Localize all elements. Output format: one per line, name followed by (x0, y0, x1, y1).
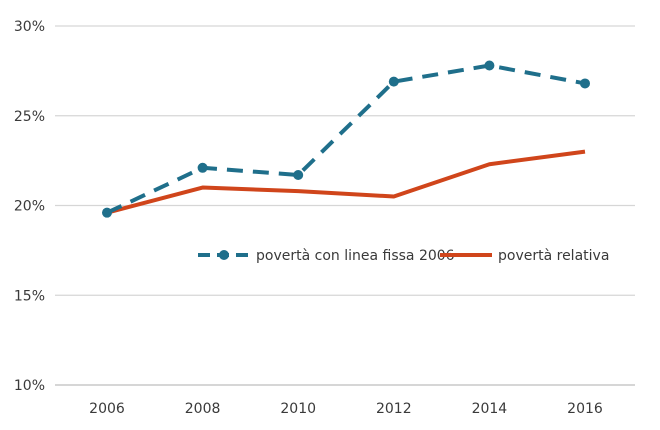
data-point (102, 207, 112, 218)
data-point (484, 60, 495, 71)
x-tick-label: 2014 (472, 401, 508, 417)
series-line-relative (106, 149, 586, 215)
y-tick-label: 25% (14, 109, 45, 125)
x-tick-label: 2010 (280, 401, 316, 417)
legend-label: povertà relativa (498, 248, 609, 264)
grid (55, 25, 635, 386)
series-group (102, 60, 590, 218)
series-line-fixed-line (106, 63, 586, 215)
legend-label: povertà con linea fissa 2006 (256, 248, 455, 264)
data-point (580, 78, 590, 89)
y-tick-label: 30% (14, 19, 45, 35)
x-tick-label: 2008 (185, 401, 221, 417)
legend: povertà con linea fissa 2006 povertà rela… (198, 248, 609, 264)
y-axis-ticks: 10% 15% 20% 25% 30% (14, 19, 45, 394)
y-tick-label: 10% (14, 378, 45, 394)
data-point (197, 162, 208, 173)
legend-marker (219, 250, 229, 260)
y-tick-label: 15% (14, 288, 45, 304)
data-point (293, 169, 304, 180)
x-tick-label: 2006 (89, 401, 125, 417)
x-tick-label: 2016 (567, 401, 603, 417)
x-tick-label: 2012 (376, 401, 412, 417)
y-tick-label: 20% (14, 199, 45, 215)
data-point (388, 76, 399, 87)
x-axis-ticks: 2006 2008 2010 2012 2014 2016 (89, 401, 603, 417)
